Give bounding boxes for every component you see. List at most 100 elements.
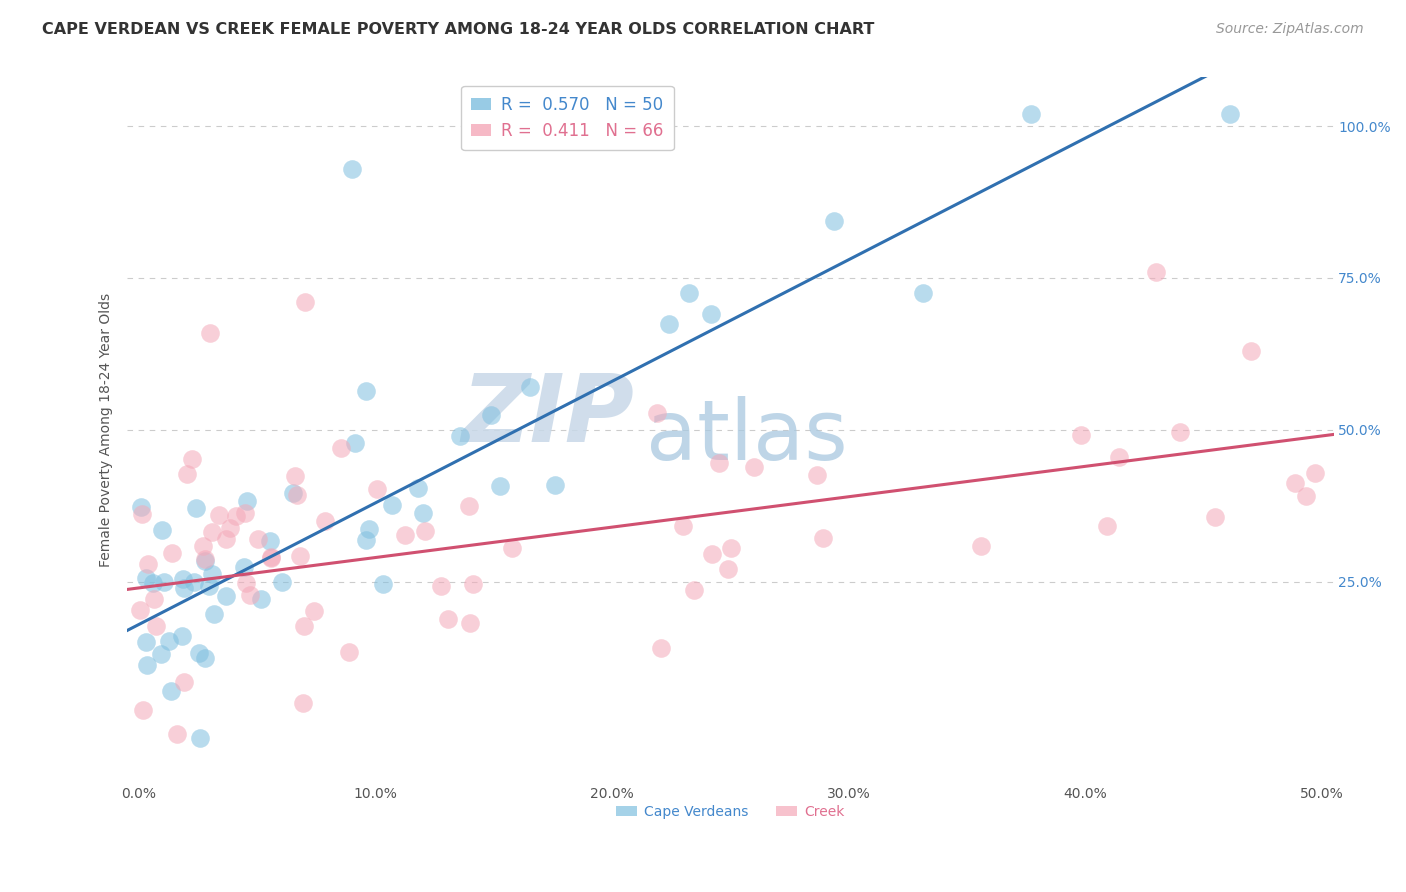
Point [181, 451, 204, 466]
Point [340, 161, 363, 176]
Point [235, 575, 257, 590]
Point [717, 562, 740, 576]
Point [479, 408, 502, 422]
Point [1240, 343, 1263, 358]
Point [198, 326, 221, 340]
Point [194, 650, 217, 665]
Point [172, 628, 194, 642]
Point [166, 727, 188, 741]
Point [344, 436, 367, 450]
Point [149, 647, 172, 661]
Point [187, 646, 209, 660]
Point [970, 539, 993, 553]
Point [412, 506, 434, 520]
Point [194, 552, 217, 566]
Point [1144, 265, 1167, 279]
Point [184, 500, 207, 515]
Point [1019, 107, 1042, 121]
Point [437, 612, 460, 626]
Point [191, 539, 214, 553]
Point [172, 572, 194, 586]
Legend: Cape Verdeans, Creek: Cape Verdeans, Creek [610, 799, 851, 825]
Point [1295, 489, 1317, 503]
Point [235, 494, 257, 508]
Point [157, 633, 180, 648]
Point [260, 551, 283, 566]
Point [281, 485, 304, 500]
Point [450, 429, 472, 443]
Point [302, 604, 325, 618]
Point [1204, 509, 1226, 524]
Point [720, 541, 742, 555]
Point [823, 214, 845, 228]
Point [314, 514, 336, 528]
Point [406, 481, 429, 495]
Point [176, 467, 198, 482]
Point [173, 581, 195, 595]
Point [806, 467, 828, 482]
Point [1070, 427, 1092, 442]
Point [135, 571, 157, 585]
Point [215, 589, 238, 603]
Text: ZIP: ZIP [461, 370, 634, 462]
Point [259, 534, 281, 549]
Point [813, 531, 835, 545]
Point [135, 658, 157, 673]
Point [1170, 425, 1192, 439]
Point [132, 703, 155, 717]
Point [371, 576, 394, 591]
Point [136, 557, 159, 571]
Point [129, 603, 152, 617]
Point [519, 379, 541, 393]
Point [153, 575, 176, 590]
Point [190, 731, 212, 746]
Point [143, 591, 166, 606]
Point [145, 619, 167, 633]
Point [742, 460, 765, 475]
Point [284, 468, 307, 483]
Point [381, 498, 404, 512]
Point [430, 579, 453, 593]
Point [198, 579, 221, 593]
Point [201, 567, 224, 582]
Point [1284, 475, 1306, 490]
Point [246, 532, 269, 546]
Point [294, 295, 316, 310]
Point [1303, 466, 1326, 480]
Point [356, 533, 378, 547]
Point [702, 547, 724, 561]
Point [150, 523, 173, 537]
Point [678, 286, 700, 301]
Point [183, 574, 205, 589]
Point [239, 588, 262, 602]
Point [249, 592, 271, 607]
Point [650, 640, 672, 655]
Point [271, 574, 294, 589]
Point [135, 635, 157, 649]
Point [394, 528, 416, 542]
Point [233, 506, 256, 520]
Point [131, 507, 153, 521]
Point [291, 696, 314, 710]
Point [131, 500, 153, 515]
Point [160, 684, 183, 698]
Point [700, 307, 723, 321]
Point [329, 441, 352, 455]
Point [457, 500, 479, 514]
Point [173, 674, 195, 689]
Point [1108, 450, 1130, 464]
Point [458, 615, 481, 630]
Point [658, 318, 681, 332]
Point [194, 554, 217, 568]
Point [1095, 519, 1118, 533]
Point [366, 482, 388, 496]
Point [201, 524, 224, 539]
Point [489, 479, 512, 493]
Text: atlas: atlas [645, 396, 848, 477]
Point [543, 477, 565, 491]
Point [413, 524, 436, 539]
Point [232, 559, 254, 574]
Point [260, 550, 283, 565]
Point [285, 488, 308, 502]
Point [337, 645, 360, 659]
